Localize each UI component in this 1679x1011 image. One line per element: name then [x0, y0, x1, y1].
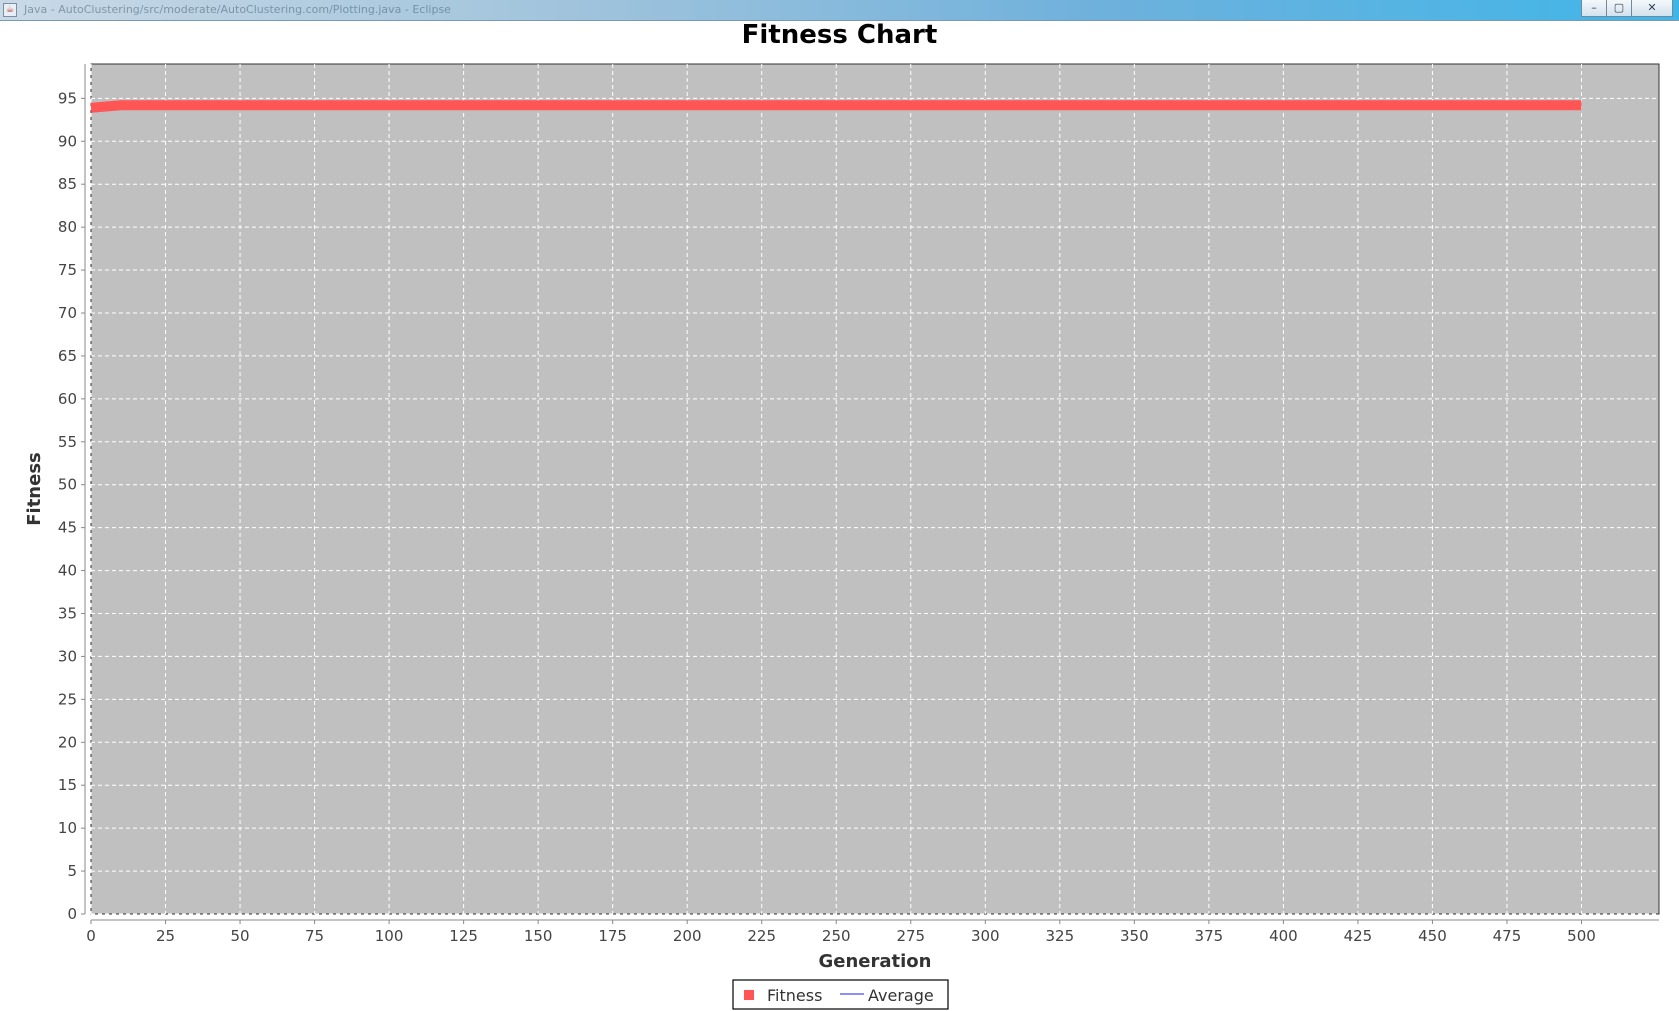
x-axis-label: Generation	[819, 951, 932, 972]
y-tick-label: 15	[58, 776, 77, 794]
x-tick-label: 375	[1195, 927, 1224, 945]
y-tick-label: 75	[58, 261, 77, 279]
series-layer	[90, 100, 1582, 113]
y-tick-label: 70	[58, 304, 77, 322]
x-tick-label: 100	[375, 927, 404, 945]
series-line-fitness	[90, 100, 1582, 113]
x-tick-label: 425	[1344, 927, 1373, 945]
y-tick-label: 85	[58, 175, 77, 193]
y-tick-label: 60	[58, 390, 77, 408]
legend-swatch-fitness	[744, 990, 754, 1000]
legend-entry-fitness: Fitness	[767, 986, 822, 1005]
x-tick-label: 75	[305, 927, 324, 945]
y-tick-label: 5	[67, 862, 77, 880]
y-tick-label: 45	[58, 519, 77, 537]
x-tick-label: 350	[1120, 927, 1149, 945]
y-tick-label: 65	[58, 347, 77, 365]
axes	[84, 64, 1659, 921]
x-tick-label: 200	[673, 927, 702, 945]
y-axis-ticks: 0 5 10 15 20 25 30 35 40 45 50 55 60 65 70 75 80 85 90 95	[58, 89, 85, 923]
x-tick-label: 275	[896, 927, 925, 945]
legend-entry-average: Average	[868, 986, 934, 1005]
y-axis-label: Fitness	[24, 452, 45, 526]
y-tick-label: 35	[58, 604, 77, 622]
y-tick-label: 55	[58, 433, 77, 451]
x-tick-label: 475	[1493, 927, 1522, 945]
y-tick-label: 50	[58, 476, 77, 494]
close-button[interactable]: ✕	[1631, 0, 1673, 17]
x-tick-label: 25	[156, 927, 175, 945]
x-tick-label: 400	[1269, 927, 1298, 945]
x-tick-label: 0	[86, 927, 96, 945]
y-tick-label: 95	[58, 89, 77, 107]
plot-area	[90, 63, 1660, 915]
x-tick-label: 50	[231, 927, 250, 945]
y-tick-label: 90	[58, 132, 77, 150]
y-tick-label: 30	[58, 647, 77, 665]
x-tick-label: 450	[1418, 927, 1447, 945]
java-app-icon: ☕	[3, 3, 17, 17]
x-tick-label: 300	[971, 927, 1000, 945]
y-tick-label: 25	[58, 690, 77, 708]
x-tick-label: 325	[1046, 927, 1075, 945]
grid-lines	[90, 64, 1659, 915]
x-axis-ticks: 0 25 50 75 100 125 150 175 200 225 250 275 300 325 350…	[86, 920, 1596, 945]
x-tick-label: 175	[598, 927, 627, 945]
window-title: Java - AutoClustering/src/moderate/AutoC…	[24, 3, 451, 16]
x-tick-label: 250	[822, 927, 851, 945]
chart-title: Fitness Chart	[741, 20, 938, 50]
window-titlebar: ☕ Java - AutoClustering/src/moderate/Aut…	[0, 0, 1679, 21]
y-tick-label: 20	[58, 733, 77, 751]
x-tick-label: 150	[524, 927, 553, 945]
y-tick-label: 10	[58, 819, 77, 837]
x-tick-label: 500	[1567, 927, 1596, 945]
y-tick-label: 0	[67, 905, 77, 923]
x-tick-label: 125	[449, 927, 478, 945]
window-controls: – ▢ ✕	[1581, 0, 1673, 18]
y-tick-label: 40	[58, 562, 77, 580]
legend: Fitness Average	[732, 979, 949, 1010]
x-tick-label: 225	[747, 927, 776, 945]
y-tick-label: 80	[58, 218, 77, 236]
